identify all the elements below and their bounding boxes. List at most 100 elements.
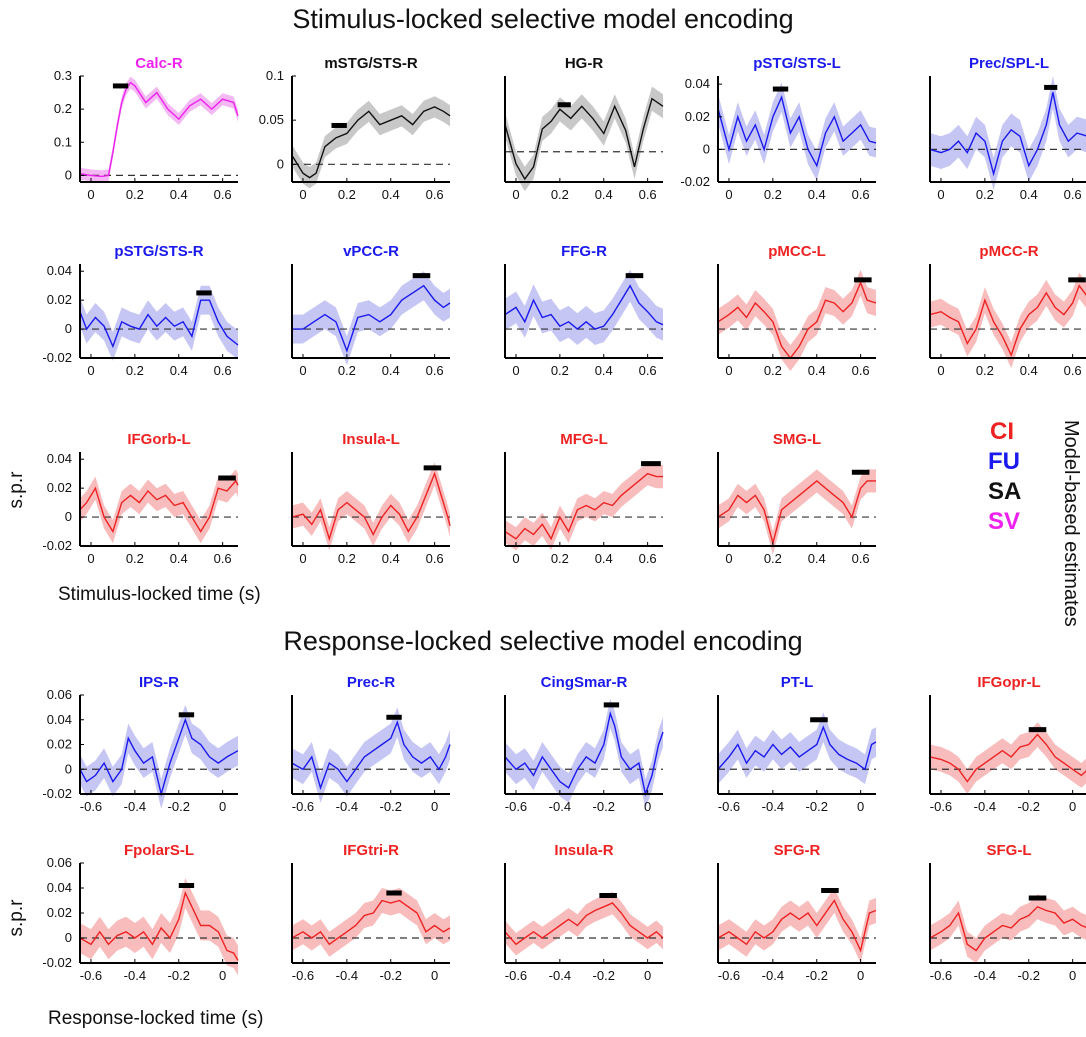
legend-item-ci: CI bbox=[990, 418, 1014, 445]
y-tick-label: 0.3 bbox=[54, 68, 72, 83]
x-tick-label: -0.6 bbox=[505, 968, 527, 983]
panel-title: SFG-L bbox=[987, 842, 1032, 859]
panel-18: IFGopr-L -0.6 -0.4 -0.2 0 bbox=[929, 674, 1086, 814]
x-tick-label: 0.2 bbox=[551, 551, 569, 566]
x-tick-label: 0.4 bbox=[170, 363, 188, 378]
confidence-band bbox=[80, 469, 238, 544]
x-tick-label: 0.2 bbox=[764, 551, 782, 566]
x-tick-label: -0.2 bbox=[168, 799, 190, 814]
x-tick-label: 0.2 bbox=[551, 187, 569, 202]
x-tick-label: 0 bbox=[87, 363, 94, 378]
series-line bbox=[79, 479, 239, 534]
series-line bbox=[291, 106, 451, 179]
x-tick-label: 0.6 bbox=[639, 551, 657, 566]
y-axis-label-response: s.p.r bbox=[6, 899, 27, 937]
series-line bbox=[504, 97, 664, 181]
x-tick-label: 0 bbox=[87, 187, 94, 202]
x-tick-label: 0.4 bbox=[808, 363, 826, 378]
series-line bbox=[504, 711, 664, 797]
x-tick-label: 0 bbox=[87, 551, 94, 566]
series-line bbox=[291, 471, 451, 542]
panel-title: FpolarS-L bbox=[124, 842, 194, 859]
y-tick-label: 0.04 bbox=[47, 263, 72, 278]
x-tick-label: 0 bbox=[725, 363, 732, 378]
x-tick-label: 0 bbox=[725, 551, 732, 566]
x-tick-label: 0.2 bbox=[126, 363, 144, 378]
x-tick-label: -0.2 bbox=[593, 799, 615, 814]
series-line bbox=[717, 280, 877, 360]
confidence-band bbox=[930, 722, 1086, 794]
x-tick-label: 0.4 bbox=[170, 187, 188, 202]
y-tick-label: 0.02 bbox=[47, 292, 72, 307]
panel-title: IFGorb-L bbox=[127, 431, 190, 448]
x-tick-label: -0.4 bbox=[124, 968, 146, 983]
x-tick-label: 0.6 bbox=[1064, 187, 1082, 202]
x-tick-label: 0.4 bbox=[382, 363, 400, 378]
y-tick-label: 0.1 bbox=[54, 134, 72, 149]
y-tick-label: 0 bbox=[65, 761, 72, 776]
panel-9: pMCC-R 0 0.2 0.4 0.6 bbox=[929, 243, 1086, 378]
panel-10: IFGorb-L 0 0.2 0.4 0.6 -0.02 0 0.02 0.04 bbox=[42, 431, 239, 566]
y-tick-label: 0.06 bbox=[47, 687, 72, 702]
y-tick-label: 0.1 bbox=[266, 68, 284, 83]
x-tick-label: 0 bbox=[219, 799, 226, 814]
panel-title: HG-R bbox=[565, 55, 603, 72]
x-tick-label: -0.2 bbox=[1018, 968, 1040, 983]
panel-4: Prec/SPL-L 0 0.2 0.4 0.6 bbox=[929, 55, 1086, 202]
panel-15: Prec-R -0.6 -0.4 -0.2 0 bbox=[291, 674, 451, 814]
legend-title: Model-based estimates bbox=[1060, 420, 1082, 627]
panel-title: mSTG/STS-R bbox=[324, 55, 418, 72]
x-tick-label: -0.4 bbox=[124, 799, 146, 814]
x-tick-label: 0.2 bbox=[338, 363, 356, 378]
series-line bbox=[79, 299, 239, 349]
y-tick-label: 0.02 bbox=[47, 737, 72, 752]
confidence-band bbox=[718, 82, 876, 181]
panel-3: pSTG/STS-L 0 0.2 0.4 0.6 -0.02 0 0.02 0.04 bbox=[680, 55, 877, 202]
y-axis-label-stimulus: s.p.r bbox=[6, 471, 27, 509]
panel-title: Prec-R bbox=[347, 674, 396, 691]
panel-title: pMCC-R bbox=[979, 243, 1038, 260]
confidence-band bbox=[80, 76, 238, 183]
panel-2: HG-R 0 0.2 0.4 0.6 bbox=[504, 55, 664, 202]
x-tick-label: 0 bbox=[857, 968, 864, 983]
x-tick-label: 0.6 bbox=[852, 551, 870, 566]
x-tick-label: 0.6 bbox=[426, 551, 444, 566]
x-tick-label: 0 bbox=[1069, 968, 1076, 983]
panel-title: MFG-L bbox=[560, 431, 607, 448]
confidence-band bbox=[292, 888, 450, 957]
x-tick-label: -0.6 bbox=[80, 799, 102, 814]
confidence-band bbox=[292, 462, 450, 551]
x-tick-label: 0.2 bbox=[976, 187, 994, 202]
x-tick-label: 0.4 bbox=[595, 363, 613, 378]
x-tick-label: 0 bbox=[299, 187, 306, 202]
x-tick-label: -0.2 bbox=[380, 968, 402, 983]
x-tick-label: 0.4 bbox=[808, 187, 826, 202]
legend-item-sa: SA bbox=[988, 478, 1022, 505]
x-tick-label: 0 bbox=[431, 968, 438, 983]
panel-12: MFG-L 0 0.2 0.4 0.6 bbox=[504, 431, 663, 566]
confidence-band bbox=[80, 704, 238, 809]
x-tick-label: -0.4 bbox=[549, 799, 571, 814]
x-tick-label: 0.4 bbox=[382, 551, 400, 566]
y-tick-label: -0.02 bbox=[42, 538, 72, 553]
x-tick-label: 0 bbox=[512, 363, 519, 378]
panel-23: SFG-L -0.6 -0.4 -0.2 0 bbox=[929, 842, 1086, 983]
series-line bbox=[717, 899, 877, 953]
x-tick-label: 0.6 bbox=[426, 187, 444, 202]
series-line bbox=[929, 92, 1086, 177]
x-tick-label: -0.2 bbox=[593, 968, 615, 983]
series-line bbox=[929, 733, 1086, 783]
x-tick-label: -0.2 bbox=[168, 968, 190, 983]
x-tick-label: 0.4 bbox=[382, 187, 400, 202]
x-tick-label: 0 bbox=[725, 187, 732, 202]
x-tick-label: -0.4 bbox=[974, 799, 996, 814]
y-tick-label: 0.06 bbox=[47, 855, 72, 870]
x-tick-label: -0.6 bbox=[80, 968, 102, 983]
x-tick-label: 0.2 bbox=[551, 363, 569, 378]
x-tick-label: -0.4 bbox=[974, 968, 996, 983]
y-tick-label: -0.02 bbox=[42, 350, 72, 365]
confidence-band bbox=[505, 86, 663, 192]
panel-title: SFG-R bbox=[774, 842, 821, 859]
confidence-band bbox=[718, 712, 876, 785]
